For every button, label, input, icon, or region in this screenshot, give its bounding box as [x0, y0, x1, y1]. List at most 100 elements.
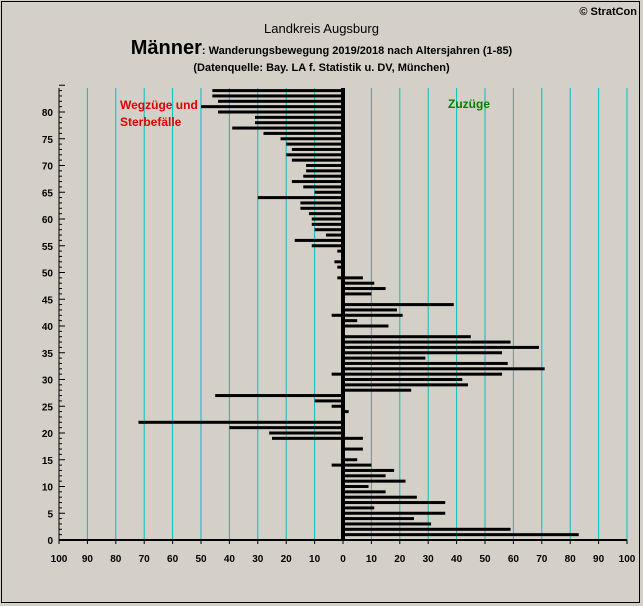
bar-outflow [306, 169, 343, 173]
x-tick-label: 80 [565, 554, 577, 565]
bar-outflow [325, 233, 343, 237]
bar-inflow [343, 367, 545, 371]
bar-outflow [308, 212, 343, 216]
chart-title: Landkreis Augsburg [264, 21, 379, 36]
y-tick-label: 35 [42, 349, 54, 360]
gridlines [86, 88, 628, 540]
bar-inflow [343, 308, 397, 312]
bar-outflow [314, 399, 343, 403]
bar-outflow [229, 426, 343, 430]
bar-inflow [343, 303, 454, 307]
bar-outflow [337, 249, 343, 253]
bar-outflow [331, 372, 343, 376]
x-tick-label: 40 [451, 554, 463, 565]
x-tick-label: 40 [224, 554, 236, 565]
bar-inflow [343, 287, 386, 291]
bar-inflow [343, 319, 358, 323]
bar-inflow [343, 527, 511, 531]
bar-outflow [331, 313, 343, 317]
bar-outflow [218, 110, 343, 114]
y-tick-label: 5 [47, 509, 53, 520]
bar-outflow [257, 196, 343, 200]
x-tick-label: 30 [423, 554, 435, 565]
bar-inflow [343, 447, 363, 451]
x-tick-label: 50 [479, 554, 491, 565]
bar-outflow [272, 436, 343, 440]
bar-outflow [303, 174, 343, 178]
bar-outflow [306, 164, 343, 167]
bar-inflow [343, 495, 417, 499]
bar-inflow [343, 458, 358, 462]
chart-subtitle: Männer: Wanderungsbewegung 2019/2018 nac… [0, 37, 643, 60]
x-tick-label: 10 [309, 554, 321, 565]
y-tick-label: 80 [42, 108, 54, 119]
bar-outflow [254, 121, 343, 125]
bar-inflow [343, 522, 432, 526]
bar-outflow [311, 222, 343, 226]
bar-outflow [212, 94, 343, 98]
bar-inflow [343, 463, 372, 467]
data-source: (Datenquelle: Bay. LA f. Statistik u. DV… [193, 62, 450, 74]
bar-outflow [269, 431, 343, 435]
bar-inflow [343, 340, 511, 344]
bar-inflow [343, 356, 426, 360]
bar-outflow [138, 420, 343, 424]
bar-outflow [331, 404, 343, 408]
bar-outflow [254, 115, 343, 119]
x-tick-label: 20 [281, 554, 293, 565]
bar-outflow [314, 190, 343, 194]
x-tick-label: 60 [167, 554, 179, 565]
bar-outflow [300, 201, 343, 205]
y-tick-label: 50 [42, 269, 54, 280]
bar-outflow [215, 394, 343, 398]
bar-inflow [343, 281, 375, 285]
x-tick-label: 10 [366, 554, 378, 565]
bar-inflow [343, 388, 412, 392]
series-label-inflows: Zuzüge [448, 97, 490, 111]
bar-outflow [337, 276, 343, 280]
y-tick-label: 30 [42, 376, 54, 387]
bar-inflow [343, 485, 369, 488]
copyright-label: © StratCon [579, 6, 637, 18]
x-tick-label: 90 [82, 554, 94, 565]
bar-inflow [343, 501, 446, 505]
bar-inflow [343, 361, 508, 365]
bar-inflow [343, 511, 446, 515]
subtitle-rest: : Wanderungsbewegung 2019/2018 nach Alte… [201, 45, 513, 57]
x-tick-label: 50 [195, 554, 207, 565]
center-axis [341, 88, 345, 540]
bar-outflow [280, 137, 343, 141]
subtitle-main: Männer [130, 37, 202, 59]
x-tick-label: 100 [51, 554, 68, 565]
bar-inflow [343, 313, 403, 317]
bar-inflow [343, 410, 349, 414]
bar-outflow [294, 238, 343, 242]
bar-outflow [300, 206, 343, 210]
y-tick-label: 20 [42, 429, 54, 440]
bar-outflow [232, 126, 343, 130]
bar-inflow [343, 324, 389, 328]
bar-inflow [343, 378, 463, 381]
series-label-outflows: Wegzüge und Sterbefälle [120, 98, 198, 129]
bar-inflow [343, 292, 372, 296]
x-tick-label: 70 [536, 554, 548, 565]
bar-inflow [343, 468, 395, 472]
y-tick-label: 70 [42, 162, 54, 173]
x-tick-label: 20 [394, 554, 406, 565]
bar-outflow [337, 265, 343, 269]
bar-outflow [212, 89, 343, 93]
y-tick-label: 40 [42, 322, 54, 333]
bar-inflow [343, 383, 468, 387]
bar-inflow [343, 517, 414, 521]
bar-inflow [343, 506, 375, 510]
y-tick-label: 65 [42, 188, 54, 199]
bar-inflow [343, 490, 386, 494]
x-tick-label: 30 [252, 554, 264, 565]
x-tick-label: 90 [593, 554, 605, 565]
y-tick-label: 10 [42, 483, 54, 494]
bar-inflow [343, 533, 579, 537]
x-tick-label: 60 [508, 554, 520, 565]
bar-outflow [331, 463, 343, 467]
